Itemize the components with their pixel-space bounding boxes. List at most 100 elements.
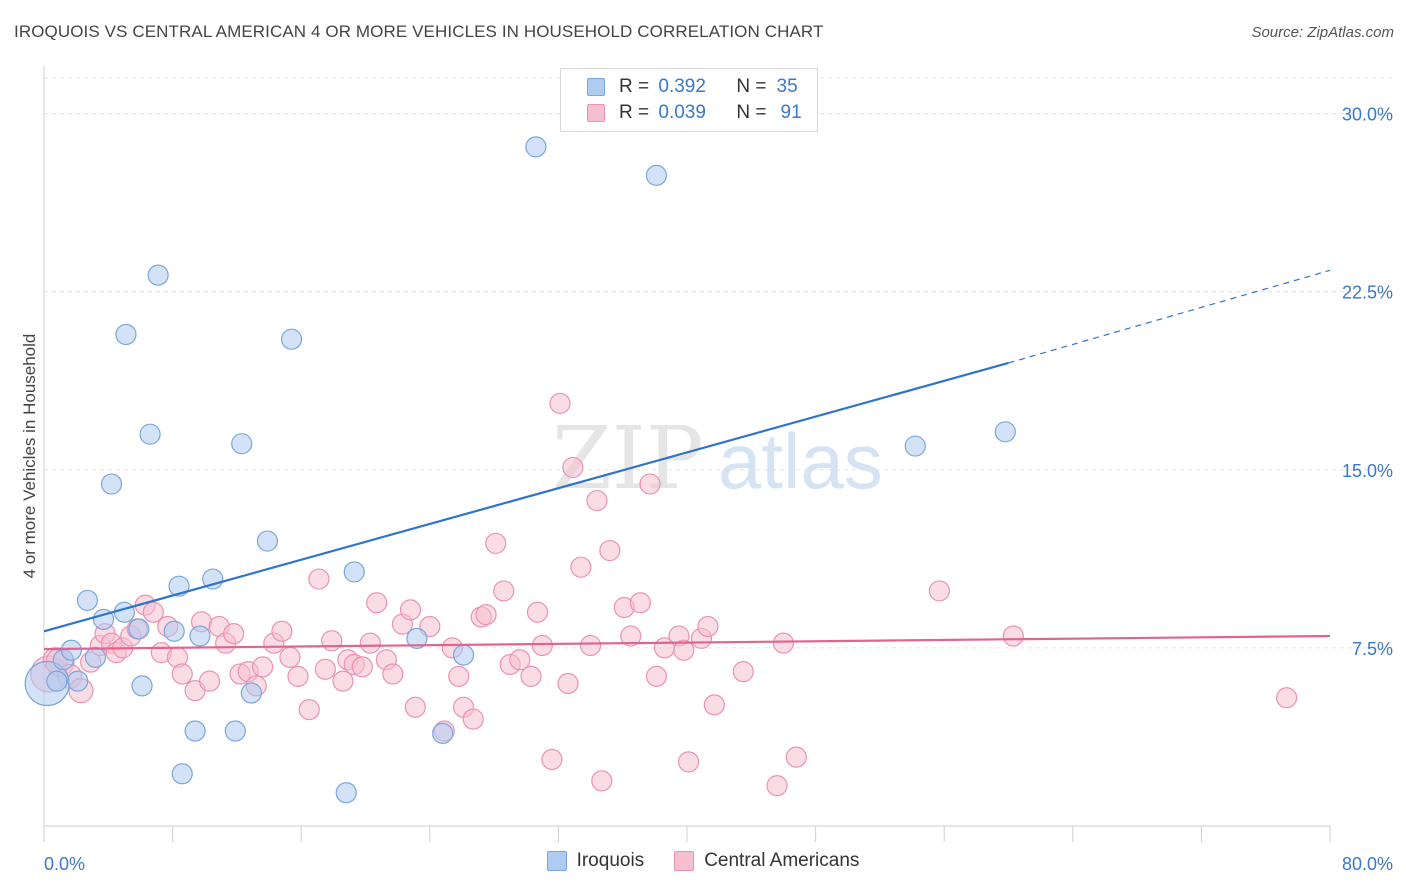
iroquois-legend-label: Iroquois xyxy=(576,850,645,871)
iroquois-r-value: 0.392 xyxy=(658,76,706,97)
central-americans-point xyxy=(314,658,336,680)
iroquois-point xyxy=(139,423,161,445)
central-americans-trend-line xyxy=(43,634,1331,651)
trend-lines xyxy=(43,269,1331,651)
central-americans-point xyxy=(785,746,807,768)
x-tick-labels: 0.0% 80.0% xyxy=(44,854,1393,874)
central-n-value: 91 xyxy=(780,102,802,123)
central-americans-point xyxy=(223,623,245,645)
central-americans-point xyxy=(475,604,497,626)
iroquois-point xyxy=(113,601,135,623)
iroquois-n-label: N = xyxy=(736,76,767,97)
central-americans-point xyxy=(448,665,470,688)
central-americans-point xyxy=(366,592,388,614)
central-r-value: 0.039 xyxy=(658,102,706,123)
grid-lines xyxy=(44,77,1392,649)
central-americans-point xyxy=(308,568,330,590)
y-tick-label: 30.0% xyxy=(1342,105,1393,125)
central-americans-point xyxy=(1002,625,1024,647)
central-americans-point xyxy=(541,748,563,771)
central-americans-point xyxy=(697,615,719,638)
iroquois-point xyxy=(525,136,547,158)
central-americans-point xyxy=(382,663,404,685)
central-americans-point xyxy=(351,656,373,678)
iroquois-point xyxy=(168,575,190,597)
central-americans-point xyxy=(599,539,621,562)
iroquois-point xyxy=(100,473,123,495)
central-americans-point xyxy=(549,392,571,414)
central-americans-point xyxy=(142,601,164,623)
iroquois-point xyxy=(131,675,153,697)
legend-item-iroquois[interactable]: Iroquois xyxy=(546,850,645,872)
iroquois-point xyxy=(406,627,428,650)
iroquois-point xyxy=(46,670,68,692)
central-n-label: N = xyxy=(736,102,767,123)
iroquois-point xyxy=(128,618,150,640)
iroquois-point xyxy=(147,264,169,286)
central-americans-point xyxy=(562,456,584,479)
central-americans-point xyxy=(399,599,422,621)
central-americans-point xyxy=(678,751,700,773)
central-americans-point xyxy=(287,665,309,688)
iroquois-point xyxy=(76,589,99,612)
central-americans-point xyxy=(703,694,725,716)
iroquois-point xyxy=(256,530,279,552)
iroquois-point xyxy=(904,435,926,457)
central-americans-point xyxy=(332,670,354,692)
central-americans-point xyxy=(404,696,426,718)
iroquois-point xyxy=(240,682,262,704)
central-americans-point xyxy=(359,632,381,654)
iroquois-point xyxy=(67,670,89,692)
central-americans-point xyxy=(321,630,343,652)
central-americans-point xyxy=(271,620,293,642)
iroquois-point xyxy=(432,722,454,744)
central-americans-point xyxy=(171,663,193,685)
watermark-atlas: atlas xyxy=(718,417,883,505)
y-tick-label: 7.5% xyxy=(1352,639,1393,659)
iroquois-point xyxy=(343,561,365,583)
central-americans-point xyxy=(629,592,651,614)
central-americans-point xyxy=(252,656,274,678)
iroquois-point xyxy=(115,323,137,346)
central-americans-point xyxy=(579,634,602,657)
legend-item-central[interactable]: Central Americans xyxy=(674,850,859,872)
iroquois-n-value: 35 xyxy=(776,76,798,97)
central-americans-point xyxy=(772,632,795,654)
x-tick-label-min: 0.0% xyxy=(44,854,85,874)
source-label: Source: ZipAtlas.com xyxy=(1251,24,1394,41)
x-tick-label-max: 80.0% xyxy=(1342,854,1393,874)
iroquois-point xyxy=(171,763,193,785)
iroquois-point xyxy=(224,720,246,742)
iroquois-swatch xyxy=(587,78,605,96)
legend-row-central: R = 0.039 N = 91 xyxy=(587,101,802,125)
central-americans-point xyxy=(509,649,531,671)
central-americans-point xyxy=(570,556,592,578)
iroquois-r-label: R = xyxy=(619,76,650,97)
iroquois-point xyxy=(994,421,1016,443)
central-americans-point xyxy=(520,665,542,688)
central-americans-point xyxy=(493,580,515,602)
iroquois-point xyxy=(645,164,668,186)
central-americans-point xyxy=(526,601,549,623)
iroquois-point xyxy=(184,720,206,742)
central-americans-point xyxy=(198,670,221,692)
central-americans-point xyxy=(298,699,320,721)
iroquois-point xyxy=(231,433,253,455)
central-americans-point xyxy=(645,665,668,688)
central-americans-point xyxy=(639,473,661,495)
iroquois-point xyxy=(60,639,82,661)
iroquois-trend-line xyxy=(43,361,1009,633)
iroquois-legend-swatch xyxy=(546,851,567,871)
chart-title: IROQUOIS VS CENTRAL AMERICAN 4 OR MORE V… xyxy=(14,22,824,41)
y-tick-labels: 7.5% 15.0% 22.5% 30.0% xyxy=(1342,105,1393,659)
series-legend: Iroquois Central Americans xyxy=(0,850,1406,872)
central-americans-point xyxy=(732,661,754,683)
central-r-label: R = xyxy=(619,102,650,123)
central-legend-swatch xyxy=(674,851,695,871)
iroquois-point xyxy=(163,620,185,642)
iroquois-point xyxy=(452,644,475,666)
y-axis-label: 4 or more Vehicles in Household xyxy=(20,333,39,579)
y-tick-label: 22.5% xyxy=(1342,283,1393,303)
central-americans-point xyxy=(531,634,553,657)
